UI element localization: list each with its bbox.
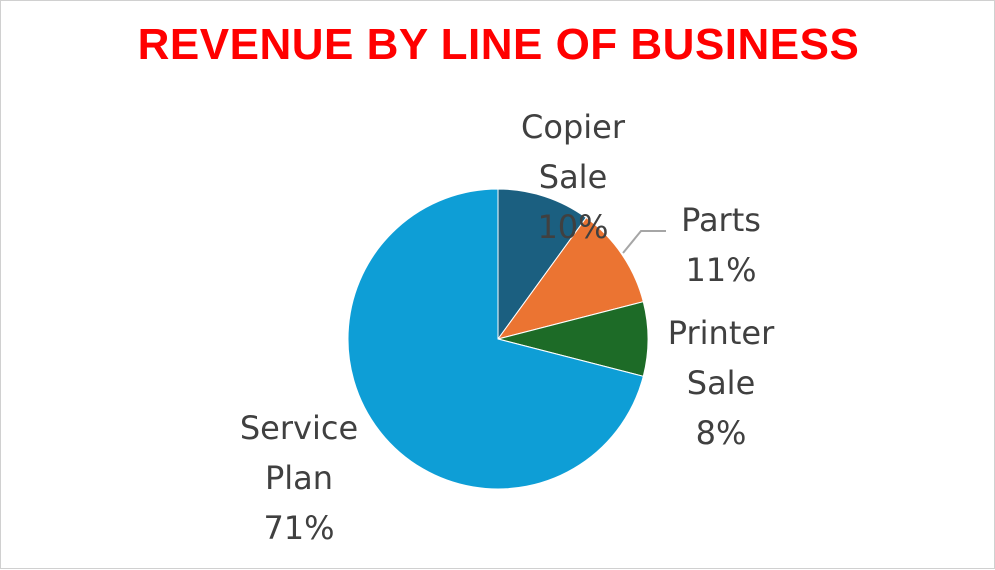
label-percent-printer-sale: 8% xyxy=(696,414,747,452)
label-name-service-plan: Plan xyxy=(265,459,333,497)
chart-title: REVENUE BY LINE OF BUSINESS xyxy=(137,20,860,69)
label-percent-parts: 11% xyxy=(685,251,756,289)
label-name-printer-sale: Sale xyxy=(687,364,756,402)
leader-line-parts xyxy=(622,230,666,254)
slice-parts xyxy=(496,216,644,340)
label-name-printer-sale: Printer xyxy=(668,314,775,352)
slice-copier-sale xyxy=(497,188,587,341)
pie-slices xyxy=(347,188,649,490)
label-percent-copier-sale: 10% xyxy=(537,208,608,246)
label-name-parts: Parts xyxy=(681,201,761,239)
slice-service-plan xyxy=(347,188,644,490)
label-name-copier-sale: Copier xyxy=(521,108,626,146)
label-name-copier-sale: Sale xyxy=(539,158,608,196)
label-percent-service-plan: 71% xyxy=(263,509,334,547)
label-name-service-plan: Service xyxy=(240,409,358,447)
